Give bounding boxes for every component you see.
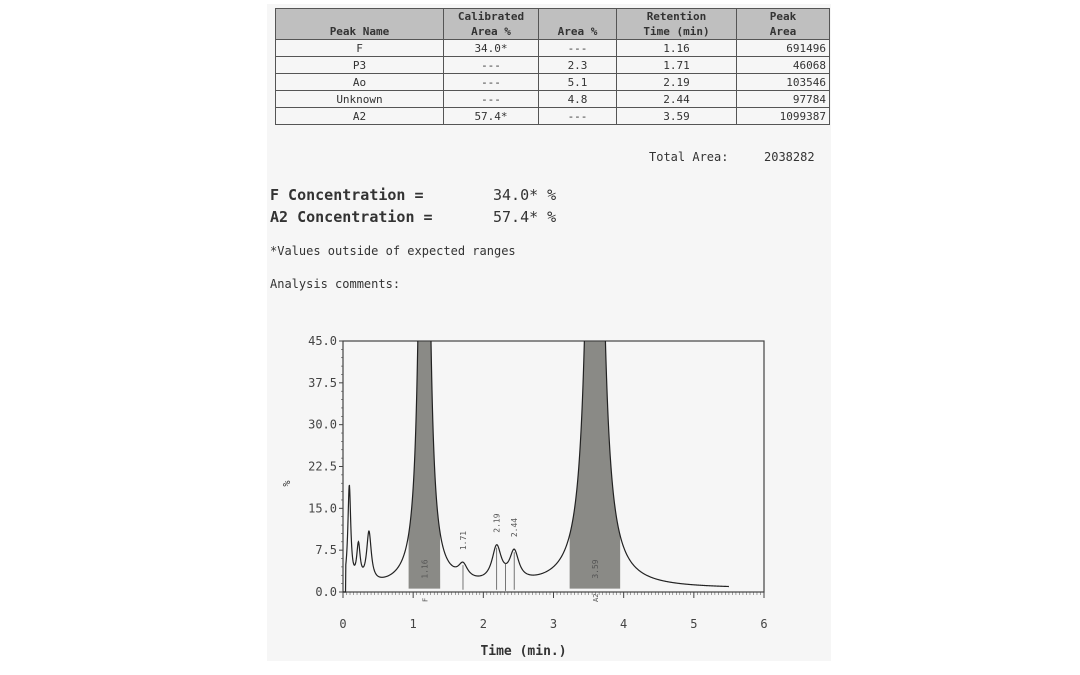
- total-area-label: Total Area:: [649, 150, 729, 164]
- y-tick-label: 7.5: [315, 543, 337, 557]
- column-header: Peak Name: [275, 8, 444, 40]
- peak-area-f: [408, 341, 441, 589]
- y-tick-label: 0.0: [315, 585, 337, 599]
- table-cell: 2.44: [616, 90, 737, 108]
- y-tick-label: 30.0: [308, 418, 337, 432]
- column-header-text: Calibrated: [457, 10, 525, 23]
- peak-time-label: 2.44: [510, 518, 519, 537]
- column-header-text: Area %: [557, 25, 598, 38]
- peak-name-label: A2: [592, 594, 600, 602]
- table-cell: Ao: [275, 73, 444, 91]
- table-cell: ---: [538, 107, 617, 125]
- column-header: Peak Area: [736, 8, 830, 40]
- f-concentration: F Concentration = 34.0* %: [270, 186, 556, 204]
- table-row: P3 --- 2.3 1.71 46068: [275, 56, 830, 74]
- plot-frame: [342, 340, 765, 593]
- table-cell: 5.1: [538, 73, 617, 91]
- header-row: Peak Name Calibrated Area % Area % Retention…: [275, 8, 830, 40]
- analysis-comments-label: Analysis comments:: [270, 277, 401, 291]
- table-cell: 34.0*: [443, 39, 539, 57]
- column-header-text: Area %: [471, 25, 511, 38]
- total-area-value: 2038282: [764, 150, 815, 164]
- column-header: Calibrated Area %: [443, 8, 539, 40]
- column-header: Area %: [538, 8, 617, 40]
- chromatogram: 1.16 F 1.71 2.19 2.44 3.59 A2 0.0 7.5 15.0 22.5 30.…: [280, 334, 768, 659]
- x-tick-label: 4: [620, 617, 627, 631]
- table-cell: Unknown: [275, 90, 444, 108]
- table-row: A2 57.4* --- 3.59 1099387: [275, 107, 830, 125]
- peak-time-label: 1.71: [459, 531, 468, 550]
- peak-time-label: 3.59: [591, 559, 600, 578]
- peak-table-header: Peak Name Calibrated Area % Area % Retention…: [275, 8, 830, 40]
- f-concentration-label: F Concentration =: [270, 186, 424, 204]
- column-header-text: Time (min): [643, 25, 710, 38]
- table-cell: ---: [538, 39, 617, 57]
- table-cell: F: [275, 39, 444, 57]
- x-axis-label: Time (min.): [480, 644, 566, 659]
- table-cell: 691496: [736, 39, 830, 57]
- peak-table: Peak Name Calibrated Area % Area % Retention…: [275, 8, 830, 125]
- column-header-text: Retention: [646, 10, 707, 23]
- y-tick-label: 37.5: [308, 376, 337, 390]
- table-cell: 1.16: [616, 39, 737, 57]
- column-header-text: Peak: [769, 10, 797, 23]
- table-cell: 1099387: [736, 107, 830, 125]
- f-concentration-value: 34.0* %: [493, 186, 557, 204]
- a2-concentration-label: A2 Concentration =: [270, 208, 433, 226]
- a2-concentration: A2 Concentration = 57.4* %: [270, 208, 556, 226]
- footnote: *Values outside of expected ranges: [270, 244, 516, 258]
- peak-area-a2: [569, 341, 621, 589]
- table-cell: ---: [443, 56, 539, 74]
- table-cell: 3.59: [616, 107, 737, 125]
- table-cell: 2.3: [538, 56, 617, 74]
- peak-time-label: 2.19: [493, 513, 502, 532]
- x-tick-label: 5: [690, 617, 697, 631]
- column-header-text: Peak Name: [329, 25, 390, 38]
- a2-concentration-value: 57.4* %: [493, 208, 557, 226]
- y-tick-label: 15.0: [308, 501, 337, 515]
- peak-table-body: F 34.0* --- 1.16 691496 P3 --- 2.3 1.71 46068 Ao --…: [275, 39, 830, 125]
- x-tick-label: 0: [339, 617, 346, 631]
- table-cell: 4.8: [538, 90, 617, 108]
- peak-name-label: F: [421, 598, 429, 602]
- x-tick-label: 6: [760, 617, 767, 631]
- table-row: Ao --- 5.1 2.19 103546: [275, 73, 830, 91]
- table-cell: 103546: [736, 73, 830, 91]
- table-cell: 97784: [736, 90, 830, 108]
- table-cell: 57.4*: [443, 107, 539, 125]
- y-tick-label: 45.0: [308, 334, 337, 348]
- table-row: F 34.0* --- 1.16 691496: [275, 39, 830, 57]
- column-header: Retention Time (min): [616, 8, 737, 40]
- peak-time-label: 1.16: [420, 559, 429, 578]
- column-header-text: Area: [769, 25, 797, 38]
- table-cell: ---: [443, 90, 539, 108]
- y-tick-label: 22.5: [308, 460, 337, 474]
- table-cell: 2.19: [616, 73, 737, 91]
- x-tick-label: 3: [550, 617, 557, 631]
- table-cell: 46068: [736, 56, 830, 74]
- x-tick-label: 2: [480, 617, 487, 631]
- y-axis-label: %: [280, 481, 291, 487]
- chromatogram-trace: [343, 341, 729, 593]
- table-cell: 1.71: [616, 56, 737, 74]
- table-cell: A2: [275, 107, 444, 125]
- table-row: Unknown --- 4.8 2.44 97784: [275, 90, 830, 108]
- table-cell: ---: [443, 73, 539, 91]
- table-cell: P3: [275, 56, 444, 74]
- total-area: Total Area: 2038282: [649, 150, 815, 164]
- x-tick-label: 1: [410, 617, 417, 631]
